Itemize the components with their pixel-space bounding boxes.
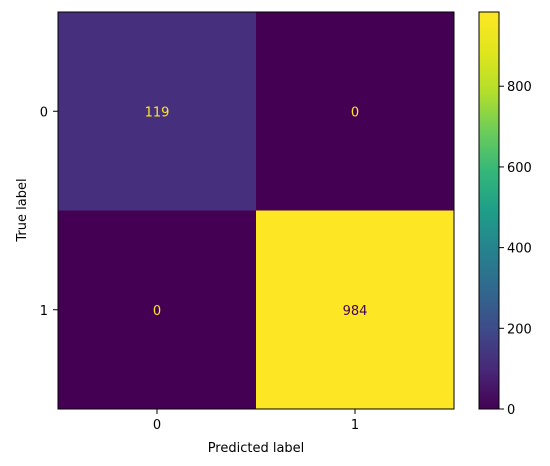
colorbar-tick-label: 600 [507,161,532,176]
matrix-cells: 119 0 0 984 [58,12,454,409]
y-tick-label: 1 [40,304,48,319]
colorbar-tick-label: 400 [507,242,532,257]
cell-value-1-0: 0 [153,304,161,319]
cell-value-0-1: 0 [351,105,359,120]
colorbar-tick-label: 800 [507,80,532,95]
y-tick-label: 0 [40,105,48,120]
cell-value-0-0: 119 [145,105,170,120]
cell-value-1-1: 984 [343,304,368,319]
colorbar [478,11,500,410]
plot-frame [57,11,455,410]
cell-0-1 [256,12,454,211]
cell-0-0 [58,12,256,211]
x-tick-label: 0 [153,418,161,433]
x-tick-label: 1 [351,418,359,433]
cell-1-0 [58,210,256,409]
y-axis-label: True label [15,178,30,242]
axis-ticks: 0 1 0 1 [40,105,359,433]
cell-1-1 [256,210,454,409]
colorbar-tick-label: 200 [507,322,532,337]
colorbar-ticks: 0 200 400 600 800 [499,80,532,418]
x-axis-label: Predicted label [208,441,305,456]
colorbar-tick-label: 0 [507,403,515,418]
